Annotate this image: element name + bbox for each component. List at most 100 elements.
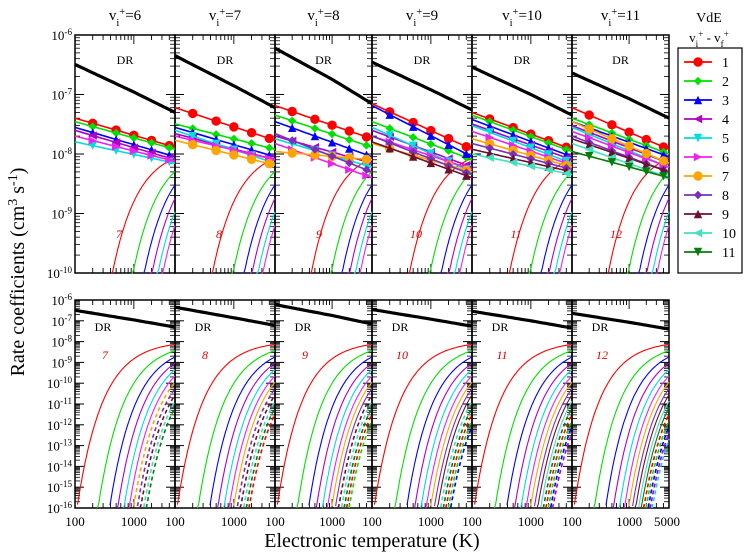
vde-marker-1 bbox=[310, 114, 320, 124]
vde-marker-5 bbox=[188, 131, 197, 141]
vde-marker-7 bbox=[584, 124, 594, 134]
top-superelastic-4 bbox=[150, 198, 176, 274]
panel-number-bottom: 9 bbox=[302, 348, 308, 362]
dr-label-bottom: DR bbox=[392, 320, 409, 334]
bottom-superelastic-6 bbox=[623, 375, 670, 509]
y-bottom-tick-label: 10-15 bbox=[47, 479, 73, 495]
panel-title-part: v bbox=[307, 8, 315, 24]
vde-marker-7 bbox=[287, 148, 297, 158]
vde-marker-5 bbox=[508, 136, 518, 146]
panel-title-part: + bbox=[219, 7, 225, 18]
bottom-superelastic-3 bbox=[308, 356, 373, 506]
bottom-superelastic-2 bbox=[493, 350, 573, 509]
bottom-superelastic-6 bbox=[525, 375, 573, 509]
bottom-superelastic-10 bbox=[638, 400, 670, 508]
bottom-superelastic-5 bbox=[618, 369, 670, 509]
bottom-superelastic-8 bbox=[236, 388, 276, 507]
legend-label-7: 7 bbox=[722, 170, 729, 185]
legend-subtitle-part: + bbox=[724, 29, 729, 39]
panel-number-bottom: 12 bbox=[596, 348, 608, 362]
vde-marker-3 bbox=[310, 131, 320, 141]
bottom-superelastic-5 bbox=[420, 369, 473, 509]
vde-marker-9 bbox=[444, 165, 453, 174]
vde-marker-3 bbox=[462, 149, 471, 159]
panel-title-part: =9 bbox=[422, 8, 438, 24]
vde-marker-5 bbox=[408, 141, 418, 150]
vde-marker-5 bbox=[385, 131, 394, 140]
y-bottom-tick-label-part: -9 bbox=[64, 354, 72, 364]
legend-label-10: 10 bbox=[722, 227, 736, 242]
panel-title: vi+=10 bbox=[502, 7, 542, 29]
bottom-superelastic-16 bbox=[651, 438, 670, 509]
legend-subtitle: vi+ - vf+ bbox=[689, 29, 729, 49]
x-tick-label: 1000 bbox=[319, 514, 345, 529]
dr-label-bottom: DR bbox=[492, 320, 509, 334]
vde-marker-2 bbox=[310, 124, 320, 133]
bottom-superelastic-8 bbox=[433, 388, 473, 507]
bottom-superelastic-4 bbox=[116, 362, 176, 509]
y-top-tick-label-part: 10 bbox=[51, 28, 64, 43]
top-superelastic-5 bbox=[156, 211, 176, 274]
top-superelastic-1 bbox=[508, 157, 573, 274]
bottom-superelastic-1 bbox=[473, 343, 573, 505]
y-axis-title-part: ) bbox=[7, 168, 29, 175]
panel-title-part: =6 bbox=[125, 8, 141, 24]
top-superelastic-4 bbox=[644, 198, 670, 274]
vde-marker-8 bbox=[327, 151, 337, 161]
y-top-tick-label-part: 10 bbox=[51, 147, 64, 162]
y-bottom-tick-label: 10-12 bbox=[47, 417, 73, 433]
legend-label-8: 8 bbox=[722, 189, 729, 204]
legend-marker-2 bbox=[693, 76, 703, 86]
bottom-superelastic-7 bbox=[331, 381, 373, 506]
y-bottom-tick-label: 10-13 bbox=[47, 438, 73, 454]
y-bottom-tick-label-part: 10 bbox=[51, 355, 64, 370]
vde-marker-8 bbox=[385, 138, 394, 148]
vde-marker-10 bbox=[584, 145, 594, 154]
panel-title-part: =11 bbox=[617, 8, 640, 24]
bottom-superelastic-6 bbox=[228, 375, 276, 509]
top-superelastic-2 bbox=[231, 171, 276, 274]
vde-marker-1 bbox=[344, 126, 354, 136]
vde-marker-6 bbox=[129, 146, 139, 156]
top-superelastic-3 bbox=[637, 184, 670, 274]
legend-subtitle-part: + bbox=[698, 29, 703, 39]
x-tick-label: 100 bbox=[265, 514, 285, 529]
legend-subtitle-part: i bbox=[696, 39, 699, 49]
panel-title-part: + bbox=[513, 7, 519, 18]
bottom-dr-curve-9 bbox=[371, 307, 473, 328]
bottom-superelastic-4 bbox=[513, 362, 573, 509]
bottom-superelastic-5 bbox=[223, 369, 276, 509]
y-bottom-tick-label: 10-6 bbox=[51, 292, 72, 308]
x-tick-label: 100 bbox=[165, 514, 185, 529]
y-bottom-tick-label-part: 10 bbox=[47, 480, 60, 495]
top-superelastic-5 bbox=[256, 211, 276, 274]
vde-marker-1 bbox=[287, 106, 297, 117]
top-superelastic-6 bbox=[261, 225, 276, 274]
bottom-dr-curve-7 bbox=[174, 305, 276, 327]
x-tick-label: 100 bbox=[462, 514, 482, 529]
y-axis-title-part: Rate coefficients (cm bbox=[7, 205, 29, 376]
vde-marker-10 bbox=[544, 165, 553, 175]
panel-title: vi+=6 bbox=[109, 7, 142, 29]
bottom-dr-curve-6 bbox=[74, 308, 176, 329]
bottom-panel-frame-2 bbox=[274, 299, 373, 509]
vde-marker-1 bbox=[229, 122, 239, 132]
y-bottom-tick-label: 10-16 bbox=[47, 500, 73, 516]
bottom-superelastic-10 bbox=[440, 400, 473, 508]
x-tick-label: 100 bbox=[362, 514, 382, 529]
bottom-superelastic-4 bbox=[216, 362, 276, 509]
y-top-tick-label: 10-9 bbox=[51, 206, 72, 222]
vde-marker-6 bbox=[147, 151, 156, 160]
y-bottom-tick-label: 10-7 bbox=[51, 313, 72, 329]
top-superelastic-2 bbox=[428, 171, 473, 274]
bottom-superelastic-12 bbox=[545, 413, 573, 509]
vde-marker-1 bbox=[584, 110, 594, 120]
bottom-superelastic-7 bbox=[430, 381, 473, 506]
vde-marker-9 bbox=[385, 144, 394, 153]
x-tick-label: 1000 bbox=[221, 514, 247, 529]
vde-marker-6 bbox=[362, 171, 371, 180]
panel-number-top: 7 bbox=[116, 227, 123, 241]
bottom-superelastic-5 bbox=[123, 369, 176, 509]
top-superelastic-1 bbox=[111, 157, 176, 274]
